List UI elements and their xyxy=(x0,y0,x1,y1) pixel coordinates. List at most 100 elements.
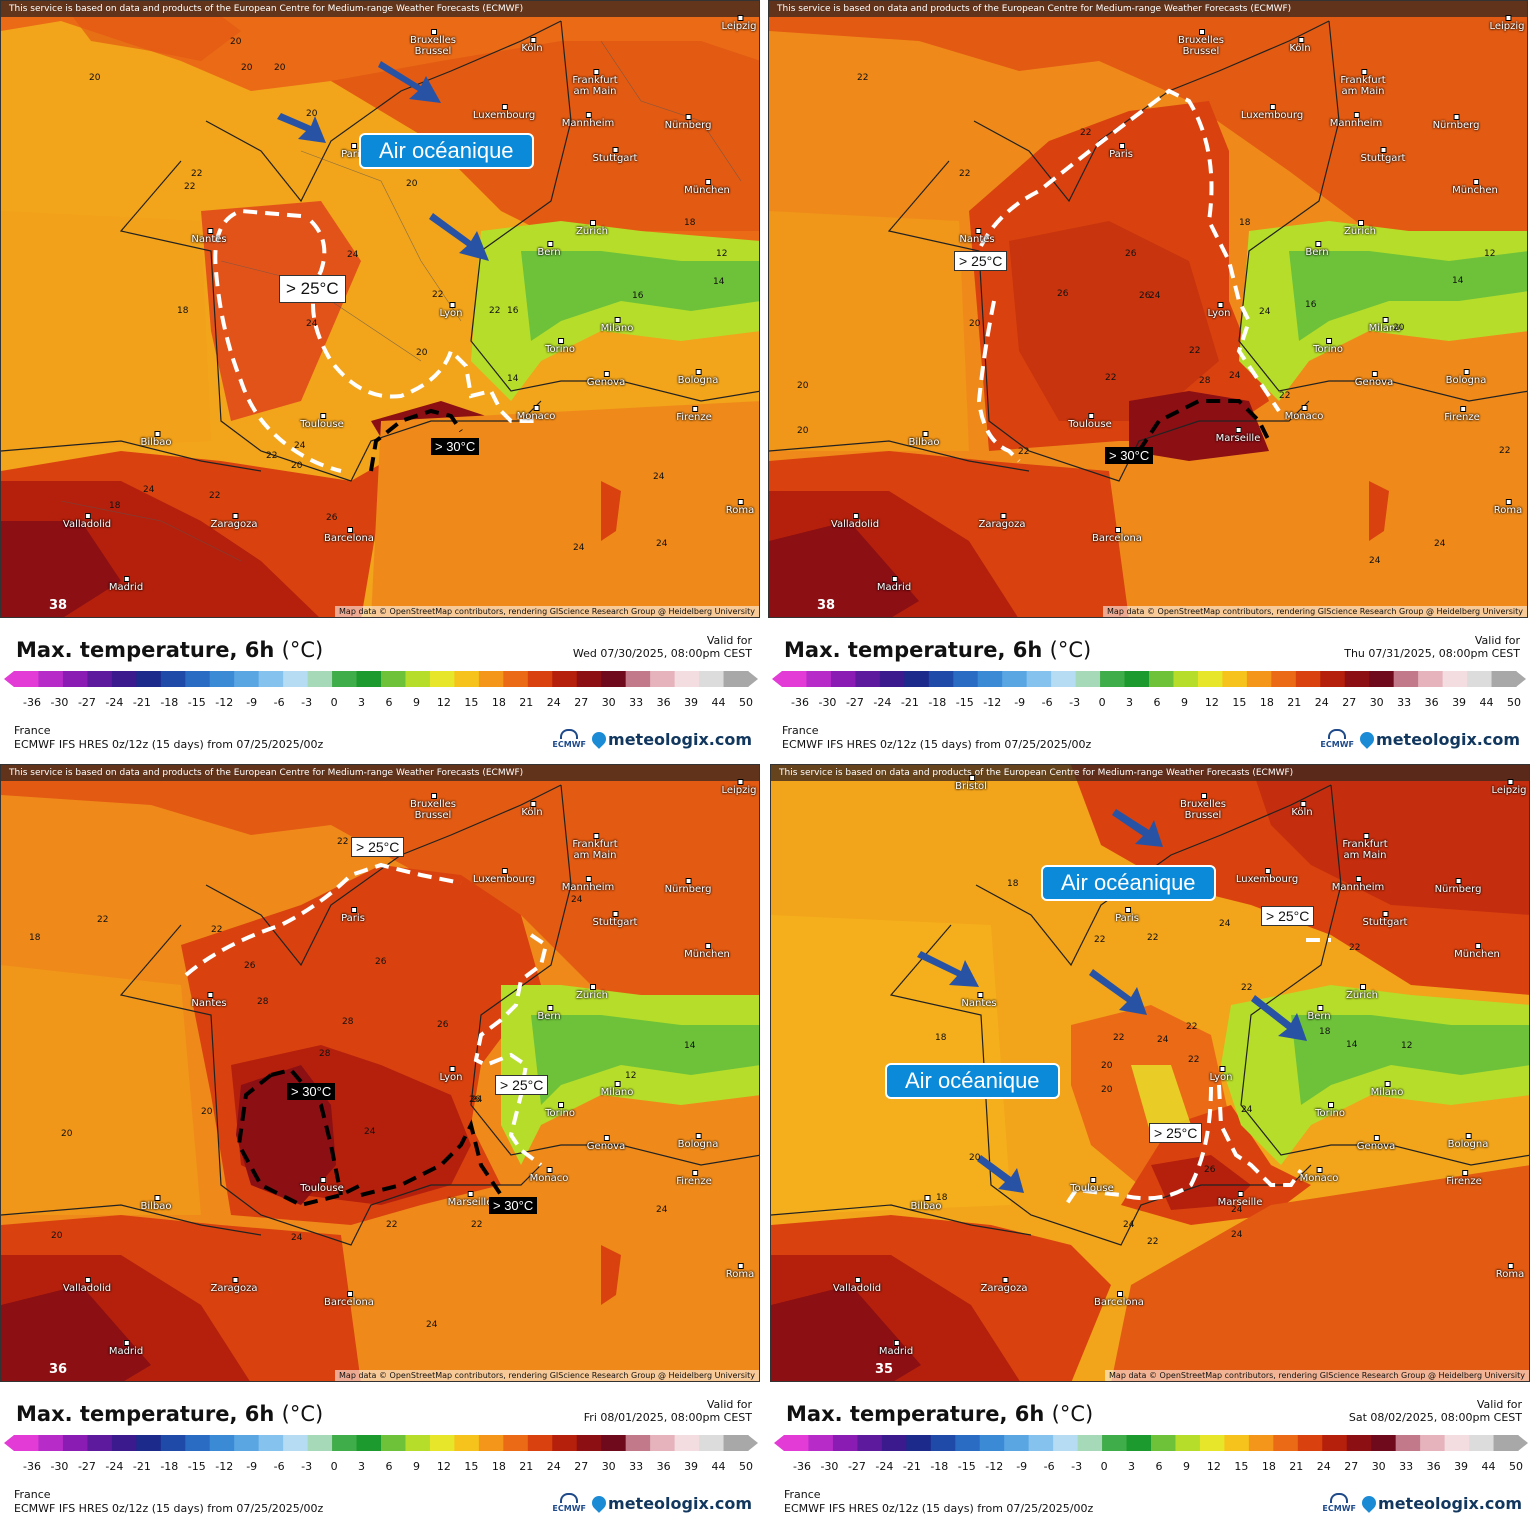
legend-swatch xyxy=(674,671,700,687)
legend-tick-label: 21 xyxy=(1287,696,1302,709)
legend-tick-label: 24 xyxy=(546,696,561,709)
temp-value: 24 xyxy=(291,1233,303,1243)
legend-tick-label: 15 xyxy=(464,696,479,709)
temp-value: 20 xyxy=(797,426,809,436)
temp-value: 16 xyxy=(632,291,644,301)
temp-value: 24 xyxy=(653,472,665,482)
city-bern: Bern xyxy=(537,1005,561,1022)
city-lyon: Lyon xyxy=(1209,1066,1233,1083)
legend-tick-label: -15 xyxy=(187,696,206,709)
brand-logos[interactable]: ECMWF meteologix.com xyxy=(552,1492,752,1514)
legend-swatch xyxy=(478,671,504,687)
city-paris: Paris xyxy=(1115,907,1139,924)
valid-time: Valid for Fri 08/01/2025, 08:00pm CEST xyxy=(583,1398,752,1424)
city-valladolid: Valladolid xyxy=(830,513,880,530)
legend-swatch xyxy=(855,671,881,687)
legend-ticks: -36 -30 -27 -24 -21 -18 -15 -12 -9 -6 -3 0 3 6 9 12 15 18… xyxy=(768,696,1530,710)
legend-swatch xyxy=(806,671,832,687)
temperature-field xyxy=(769,1,1527,617)
city-torino: Torino xyxy=(1313,338,1343,355)
city-paris: Paris xyxy=(1109,143,1133,160)
legend-swatch xyxy=(832,1435,858,1451)
legend-swatch xyxy=(258,671,284,687)
legend-tick-label: 9 xyxy=(412,1460,420,1473)
legend-swatch xyxy=(1246,671,1272,687)
ecmwf-banner: This service is based on data and produc… xyxy=(769,1,1527,17)
temp-value: 14 xyxy=(507,374,519,384)
temp-value: 18 xyxy=(177,306,189,316)
legend-tick-label: 15 xyxy=(1232,696,1247,709)
brand-logos[interactable]: ECMWF meteologix.com xyxy=(552,728,752,750)
legend-swatch xyxy=(1295,671,1321,687)
city-valladolid: Valladolid xyxy=(62,513,112,530)
legend-arrow-high xyxy=(1516,671,1526,687)
legend-tick-label: -30 xyxy=(50,1460,69,1473)
city-bruxelles: Bruxelles Brussel xyxy=(410,29,456,57)
map-panel-4[interactable]: This service is based on data and produc… xyxy=(770,764,1530,1382)
temp-value: 20 xyxy=(306,109,318,119)
chart-title: Max. temperature, 6h (°C) xyxy=(786,1402,1094,1426)
legend-tick-label: 50 xyxy=(739,696,753,709)
legend-swatch xyxy=(209,671,235,687)
max-value-corner: 38 xyxy=(817,598,836,613)
legend-swatch xyxy=(1100,671,1126,687)
temp-value: 22 xyxy=(1147,933,1159,943)
legend-swatch xyxy=(1395,1435,1421,1451)
map-panel-1[interactable]: This service is based on data and produc… xyxy=(0,0,760,618)
brand-logos[interactable]: ECMWF meteologix.com xyxy=(1320,728,1520,750)
legend-tick-label: 44 xyxy=(711,1460,726,1473)
legend-swatch xyxy=(234,1435,260,1451)
legend-tick-label: -15 xyxy=(187,1460,206,1473)
legend-swatch xyxy=(1491,671,1517,687)
city-roma: Roma xyxy=(1493,499,1523,516)
city-firenze: Firenze xyxy=(676,1170,712,1187)
legend-swatch xyxy=(1173,671,1199,687)
city-koln: Köln xyxy=(1289,37,1311,54)
legend-tick-label: -12 xyxy=(215,696,234,709)
map-attribution: Map data © OpenStreetMap contributors, r… xyxy=(1103,606,1527,617)
legend-swatch xyxy=(650,1435,676,1451)
legend-swatch xyxy=(650,671,676,687)
city-bern: Bern xyxy=(1305,241,1329,258)
legend-tick-label: 9 xyxy=(412,696,420,709)
legend-swatch xyxy=(1149,671,1174,687)
temp-value: 18 xyxy=(1007,879,1019,889)
temp-value: 24 xyxy=(1149,291,1161,301)
city-zurich: Zürich xyxy=(1344,220,1376,237)
city-roma: Roma xyxy=(725,1263,755,1280)
city-bologna: Bologna xyxy=(677,1133,719,1150)
city-luxembourg: Luxembourg xyxy=(472,868,536,885)
legend-swatch xyxy=(1493,1435,1519,1451)
isotherm-25-label: > 25°C xyxy=(495,1075,549,1095)
forecast-panel-2: This service is based on data and produc… xyxy=(768,0,1530,764)
city-barcelona: Barcelona xyxy=(324,1291,374,1308)
temp-value: 20 xyxy=(61,1129,73,1139)
legend-tick-label: -6 xyxy=(273,1460,285,1473)
legend-tick-label: 9 xyxy=(1180,696,1188,709)
legend-swatch xyxy=(625,1435,651,1451)
max-value-corner: 36 xyxy=(49,1362,68,1377)
meteologix-logo: meteologix.com xyxy=(1357,729,1520,749)
temp-value: 28 xyxy=(319,1049,331,1059)
map-panel-2[interactable]: This service is based on data and produc… xyxy=(768,0,1528,618)
temp-value: 20 xyxy=(406,179,418,189)
city-zaragoza: Zaragoza xyxy=(978,513,1026,530)
legend-tick-label: -9 xyxy=(246,696,258,709)
temp-value: 24 xyxy=(1219,919,1231,929)
temp-value: 20 xyxy=(274,63,286,73)
city-mannheim: Mannheim xyxy=(1331,876,1385,893)
legend-swatch xyxy=(1197,671,1223,687)
legend-swatch xyxy=(1369,671,1395,687)
legend-tick-label: 39 xyxy=(1454,1460,1469,1473)
meteologix-logo: meteologix.com xyxy=(589,729,752,749)
map-panel-3[interactable]: This service is based on data and produc… xyxy=(0,764,760,1382)
brand-logos[interactable]: ECMWF meteologix.com xyxy=(1322,1492,1522,1514)
legend-arrow-low xyxy=(774,1435,784,1451)
ecmwf-banner: This service is based on data and produc… xyxy=(1,765,759,781)
city-bern: Bern xyxy=(537,241,561,258)
city-stuttgart: Stuttgart xyxy=(592,147,638,164)
city-munchen: München xyxy=(1454,943,1500,960)
city-munchen: München xyxy=(684,179,730,196)
temp-value: 26 xyxy=(1057,289,1069,299)
legend-swatch xyxy=(111,1435,137,1451)
